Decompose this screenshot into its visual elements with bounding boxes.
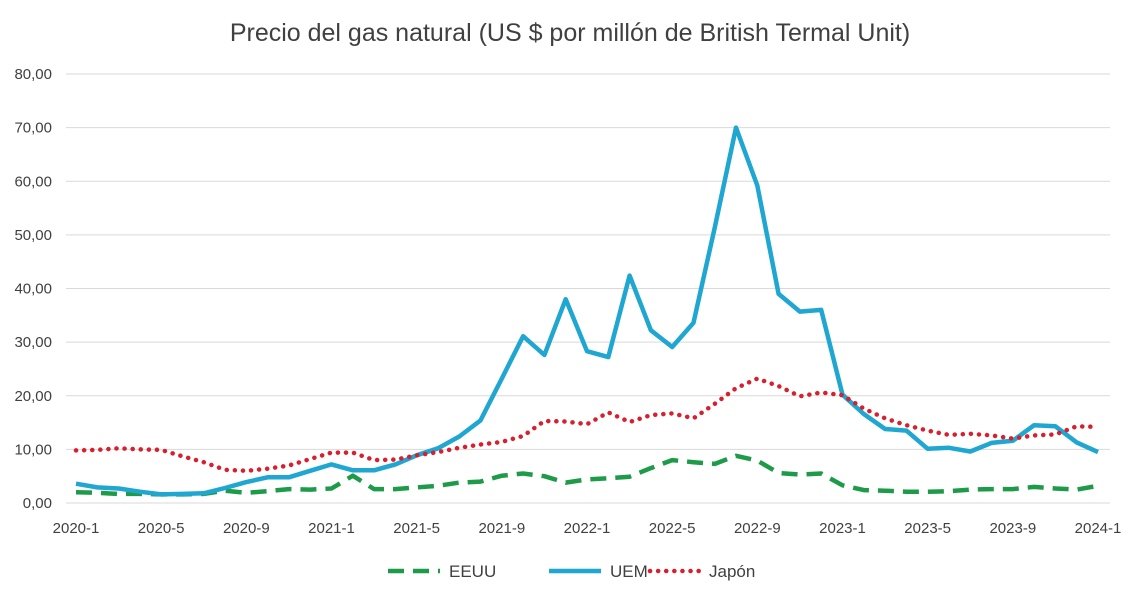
y-tick-label: 20,00	[14, 388, 52, 405]
y-tick-label: 40,00	[14, 281, 52, 298]
y-tick-label: 70,00	[14, 120, 52, 137]
x-tick-label: 2024-1	[1075, 520, 1122, 537]
x-tick-label: 2022-1	[564, 520, 611, 537]
y-tick-label: 30,00	[14, 334, 52, 351]
x-tick-label: 2023-5	[904, 520, 951, 537]
y-axis-ticks: 0,00 10,00 20,00 30,00 40,00 50,00 60,00 70,00 8…	[14, 66, 52, 512]
y-tick-label: 0,00	[23, 495, 52, 512]
x-axis-ticks: 2020-1 2020-5 2020-9 2021-1 2021-5 2021-9 2022…	[53, 520, 1122, 537]
series-lines	[73, 125, 1101, 497]
legend-label: UEM	[610, 562, 648, 581]
x-tick-label: 2023-1	[819, 520, 866, 537]
x-tick-label: 2021-9	[478, 520, 525, 537]
y-tick-label: 60,00	[14, 173, 52, 190]
chart-title: Precio del gas natural (US $ por millón …	[230, 19, 910, 47]
series-line-japón	[73, 376, 1101, 474]
y-tick-label: 10,00	[14, 441, 52, 458]
legend-item-japón: Japón	[647, 562, 755, 581]
x-tick-label: 2020-1	[53, 520, 100, 537]
x-tick-label: 2020-5	[138, 520, 185, 537]
y-tick-label: 80,00	[14, 66, 52, 83]
x-tick-label: 2022-9	[734, 520, 781, 537]
legend-item-eeuu: EEUU	[388, 562, 496, 581]
series-line-uem	[75, 125, 1099, 497]
x-tick-label: 2021-1	[308, 520, 355, 537]
y-tick-label: 50,00	[14, 227, 52, 244]
x-tick-label: 2022-5	[649, 520, 696, 537]
gridlines	[66, 73, 1110, 504]
x-tick-label: 2021-5	[393, 520, 440, 537]
legend: EEUU UEM Japón	[388, 562, 755, 581]
x-tick-label: 2023-9	[989, 520, 1036, 537]
legend-item-uem: UEM	[549, 562, 648, 581]
legend-label: Japón	[709, 562, 755, 581]
legend-label: EEUU	[449, 562, 496, 581]
x-tick-label: 2020-9	[223, 520, 270, 537]
